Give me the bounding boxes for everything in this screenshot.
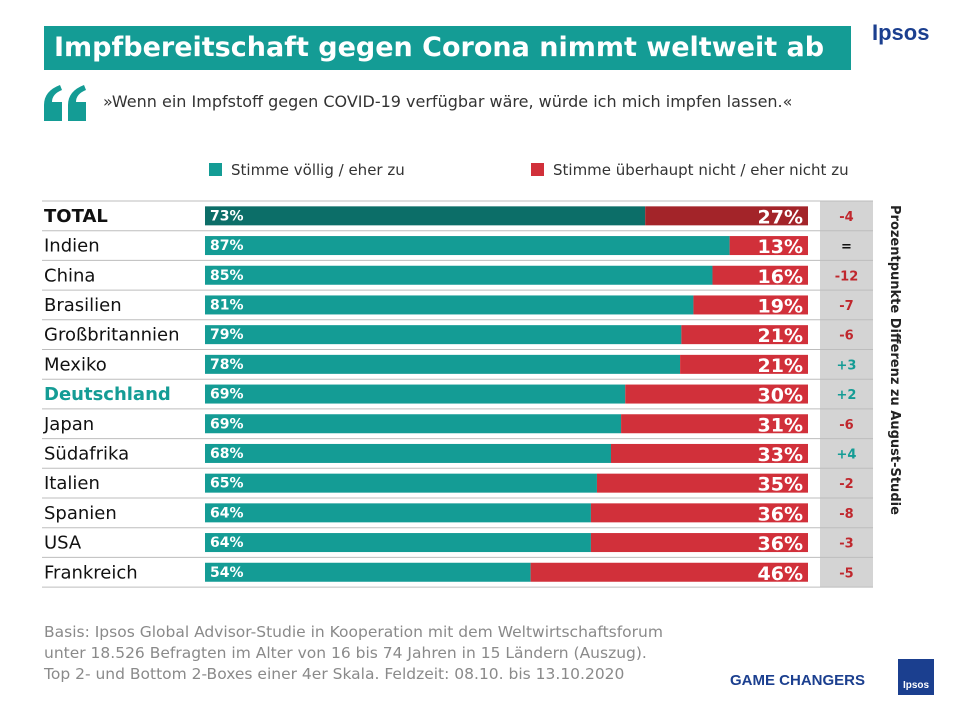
bar-disagree: [596, 473, 808, 493]
agree-value-label: 64%: [210, 505, 244, 521]
bar-agree: [205, 265, 713, 285]
diff-value: +4: [837, 447, 857, 462]
agree-value-label: 68%: [210, 446, 244, 462]
legend-agree: Stimme völlig / eher zu: [209, 161, 405, 179]
bar-agree: [205, 503, 591, 523]
bar-agree: [205, 443, 611, 463]
disagree-value-label: 27%: [758, 206, 803, 228]
agree-value-label: 64%: [210, 535, 244, 551]
disagree-value-label: 19%: [758, 295, 803, 317]
agree-value-label: 87%: [210, 238, 244, 254]
diff-value: -7: [839, 299, 853, 314]
agree-value-label: 73%: [210, 208, 244, 224]
bar-disagree: [712, 265, 808, 285]
agree-value-label: 81%: [210, 297, 244, 313]
category-label: Brasilien: [44, 295, 122, 316]
footnote-line-3: Top 2- und Bottom 2-Boxes einer 4er Skal…: [44, 665, 625, 683]
bar-disagree: [680, 354, 808, 374]
quote-icon: [44, 85, 86, 121]
diff-column-bg: [820, 201, 873, 588]
legend-agree-swatch: [209, 163, 222, 176]
footnote: Basis: Ipsos Global Advisor-Studie in Ko…: [44, 622, 663, 685]
disagree-value-label: 13%: [758, 236, 803, 258]
diff-value: -2: [839, 477, 853, 492]
category-label: Spanien: [44, 503, 117, 524]
diff-value: -3: [839, 537, 853, 552]
diff-value: +3: [837, 358, 857, 373]
bar-disagree: [610, 443, 808, 463]
bar-agree: [205, 384, 626, 404]
bar-disagree: [530, 562, 808, 582]
legend-disagree-label: Stimme überhaupt nicht / eher nicht zu: [553, 161, 849, 179]
ipsos-logo: Ipsos: [898, 659, 934, 695]
disagree-value-label: 30%: [758, 385, 803, 407]
category-label: USA: [44, 533, 82, 554]
bar-agree: [205, 325, 682, 345]
bar-agree: [205, 206, 646, 226]
disagree-value-label: 36%: [758, 533, 803, 555]
diff-value: -6: [839, 329, 853, 344]
disagree-value-label: 21%: [758, 325, 803, 347]
bar-disagree: [590, 533, 808, 553]
bar-disagree: [621, 414, 808, 434]
diff-value: -6: [839, 418, 853, 433]
diff-value: -8: [839, 507, 853, 522]
legend-disagree: Stimme überhaupt nicht / eher nicht zu: [531, 161, 849, 179]
category-label: Italien: [44, 473, 100, 494]
diff-value: -4: [839, 210, 853, 225]
agree-value-label: 65%: [210, 476, 244, 492]
disagree-value-label: 16%: [758, 266, 803, 288]
bar-agree: [205, 295, 694, 315]
diff-value: -12: [835, 269, 859, 284]
disagree-value-label: 33%: [758, 444, 803, 466]
bar-disagree: [729, 236, 808, 256]
ipsos-logo-text: Ipsos: [902, 680, 930, 691]
disagree-value-label: 31%: [758, 414, 803, 436]
category-label: China: [44, 265, 95, 286]
footnote-line-2: unter 18.526 Befragten im Alter von 16 b…: [44, 644, 647, 662]
disagree-value-label: 21%: [758, 355, 803, 377]
footnote-line-1: Basis: Ipsos Global Advisor-Studie in Ko…: [44, 623, 663, 641]
category-label: Großbritannien: [44, 325, 180, 346]
diff-value: +2: [837, 388, 857, 403]
agree-value-label: 69%: [210, 387, 244, 403]
diff-value: =: [841, 240, 852, 255]
diff-axis-label: Prozentpunkte Differenz zu August-Studie: [887, 205, 902, 515]
bar-agree: [205, 533, 591, 553]
bar-agree: [205, 236, 730, 256]
category-label: Mexiko: [44, 354, 107, 375]
category-label: Südafrika: [44, 443, 129, 464]
bar-disagree: [645, 206, 808, 226]
disagree-value-label: 36%: [758, 503, 803, 525]
survey-question: »Wenn ein Impfstoff gegen COVID-19 verfü…: [103, 92, 793, 111]
bar-agree: [205, 473, 597, 493]
disagree-value-label: 46%: [758, 563, 803, 585]
disagree-value-label: 35%: [758, 474, 803, 496]
diff-value: -5: [839, 566, 853, 581]
bar-agree: [205, 354, 681, 374]
bar-disagree: [590, 503, 808, 523]
category-label: Frankreich: [44, 562, 138, 583]
tagline: GAME CHANGERS: [730, 672, 866, 689]
bar-agree: [205, 562, 531, 582]
agree-value-label: 85%: [210, 268, 244, 284]
category-label: Japan: [43, 414, 94, 435]
category-label: Indien: [44, 236, 100, 257]
bar-disagree: [681, 325, 808, 345]
category-label: Deutschland: [44, 384, 171, 405]
page-title: Impfbereitschaft gegen Corona nimmt welt…: [44, 26, 851, 70]
legend-agree-label: Stimme völlig / eher zu: [231, 161, 405, 179]
category-label: TOTAL: [44, 206, 108, 227]
bar-agree: [205, 414, 622, 434]
agree-value-label: 69%: [210, 416, 244, 432]
bar-disagree: [693, 295, 808, 315]
agree-value-label: 79%: [210, 327, 244, 343]
legend-disagree-swatch: [531, 163, 544, 176]
bar-disagree: [625, 384, 808, 404]
agree-value-label: 78%: [210, 357, 244, 373]
brand-logo-text: Ipsos: [872, 20, 930, 45]
agree-value-label: 54%: [210, 565, 244, 581]
